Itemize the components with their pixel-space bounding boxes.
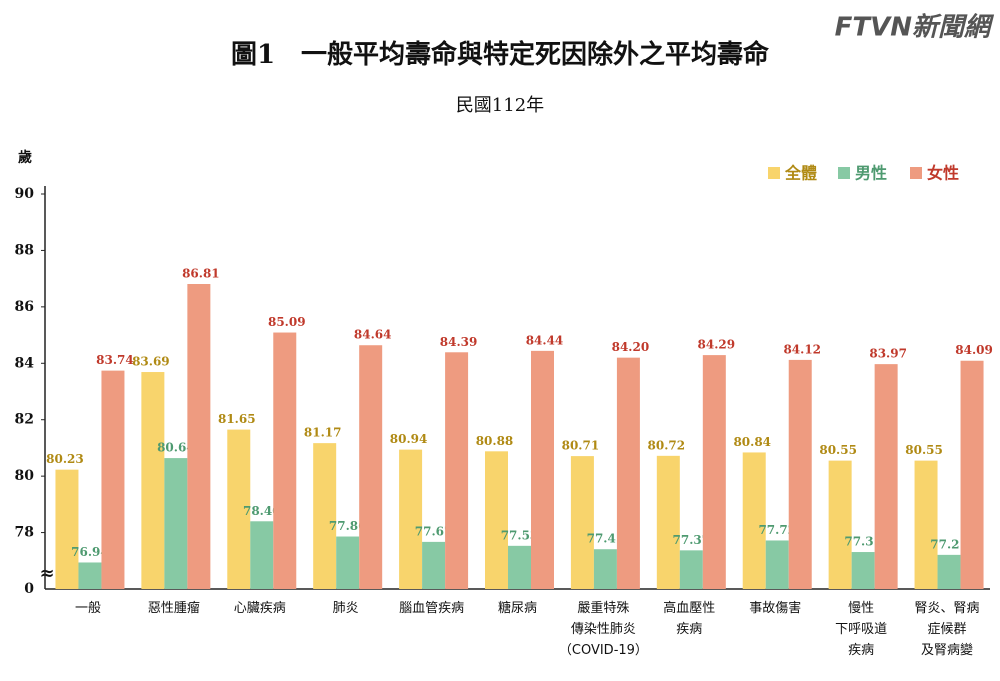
value-label: 78.40 [243, 504, 281, 518]
bar [508, 545, 531, 589]
x-tick-label: 事故傷害 [749, 601, 802, 616]
y-tick-label: 80 [15, 468, 35, 484]
x-tick-label: 惡性腫瘤 [147, 601, 200, 616]
bar [851, 552, 875, 589]
x-tick-label: 嚴重特殊 傳染性肺炎 （COVID-19） [558, 601, 648, 658]
y-tick-label: 86 [15, 299, 34, 315]
y-tick-label: 88 [15, 242, 34, 258]
value-label: 84.29 [698, 338, 736, 352]
value-label: 80.84 [733, 435, 771, 449]
bar [531, 350, 554, 589]
value-label: 77.21 [930, 537, 968, 551]
value-label: 80.88 [476, 434, 514, 448]
bar [788, 359, 812, 589]
bar [593, 549, 617, 589]
bar [101, 370, 125, 589]
y-tick-label: 84 [15, 355, 35, 371]
y-tick-label: 82 [15, 412, 34, 428]
bar [399, 449, 423, 589]
value-label: 85.09 [268, 315, 306, 329]
value-label: 80.71 [562, 439, 600, 453]
bar [187, 284, 211, 589]
value-label: 77.31 [844, 535, 882, 549]
value-label: 80.72 [648, 438, 686, 452]
bar [765, 540, 789, 589]
value-label: 77.41 [587, 532, 625, 546]
legend-label: 女性 [927, 164, 959, 183]
value-label: 84.64 [354, 328, 392, 342]
x-tick-label: 腎炎、腎病 症候群 及腎病變 [914, 601, 980, 658]
bar [656, 455, 680, 589]
bar [570, 456, 594, 589]
bar [485, 451, 508, 589]
x-tick-label: 心臟疾病 [233, 601, 286, 616]
axis-break: ≈ [39, 563, 54, 584]
y-origin-label: 0 [24, 581, 34, 597]
value-label: 77.37 [673, 533, 711, 547]
y-tick-label: 90 [15, 186, 35, 202]
value-label: 77.67 [415, 524, 453, 538]
value-label: 77.86 [329, 519, 367, 533]
x-tick-label: 肺炎 [332, 601, 359, 616]
bar [55, 469, 79, 589]
value-label: 84.44 [526, 333, 564, 347]
legend-label: 男性 [855, 164, 887, 183]
x-tick-label: 慢性 下呼吸道 疾病 [835, 601, 888, 658]
legend-label: 全體 [784, 164, 817, 183]
value-label: 80.55 [819, 443, 857, 457]
y-tick-label: 78 [15, 525, 34, 541]
bar [164, 458, 188, 589]
value-label: 86.81 [182, 267, 220, 281]
value-label: 84.12 [783, 342, 821, 356]
value-label: 77.53 [501, 528, 539, 542]
bar [702, 355, 726, 589]
bar [874, 364, 898, 589]
bar [937, 554, 961, 589]
watermark: FTVN新聞網 [835, 13, 995, 43]
value-label: 84.09 [955, 343, 993, 357]
value-label: 80.23 [46, 452, 84, 466]
value-label: 81.65 [218, 412, 256, 426]
value-label: 76.94 [71, 545, 109, 559]
bar [742, 452, 766, 589]
value-label: 83.69 [132, 355, 170, 369]
value-label: 83.74 [96, 353, 134, 367]
value-label: 81.17 [304, 426, 342, 440]
bar [616, 357, 640, 589]
legend-swatch [910, 167, 922, 179]
y-axis-label: 歲 [18, 149, 32, 166]
value-label: 84.20 [612, 340, 650, 354]
x-tick-label: 一般 [74, 601, 101, 616]
x-tick-label: 糖尿病 [497, 601, 537, 616]
bar [359, 345, 383, 589]
value-label: 83.97 [869, 347, 907, 361]
bar [250, 521, 274, 589]
bar [336, 536, 360, 589]
bar [141, 372, 165, 589]
bar [273, 332, 297, 589]
value-label: 80.64 [157, 441, 195, 455]
x-tick-label: 高血壓性 疾病 [663, 601, 716, 637]
bar [445, 352, 469, 589]
bar [914, 460, 938, 589]
legend-swatch [838, 167, 850, 179]
value-label: 84.39 [440, 335, 478, 349]
legend-swatch [768, 167, 780, 179]
bar [679, 550, 703, 589]
x-tick-label: 腦血管疾病 [399, 601, 465, 616]
chart-subtitle: 民國112年 [456, 95, 544, 116]
bar [828, 460, 852, 589]
value-label: 77.72 [758, 523, 796, 537]
bar [227, 429, 251, 589]
bar [960, 360, 984, 589]
bar [422, 541, 446, 589]
chart-title: 圖1 一般平均壽命與特定死因除外之平均壽命 [231, 39, 770, 70]
bar [313, 443, 337, 589]
value-label: 80.94 [390, 432, 428, 446]
value-label: 80.55 [905, 443, 943, 457]
bar [78, 562, 102, 589]
